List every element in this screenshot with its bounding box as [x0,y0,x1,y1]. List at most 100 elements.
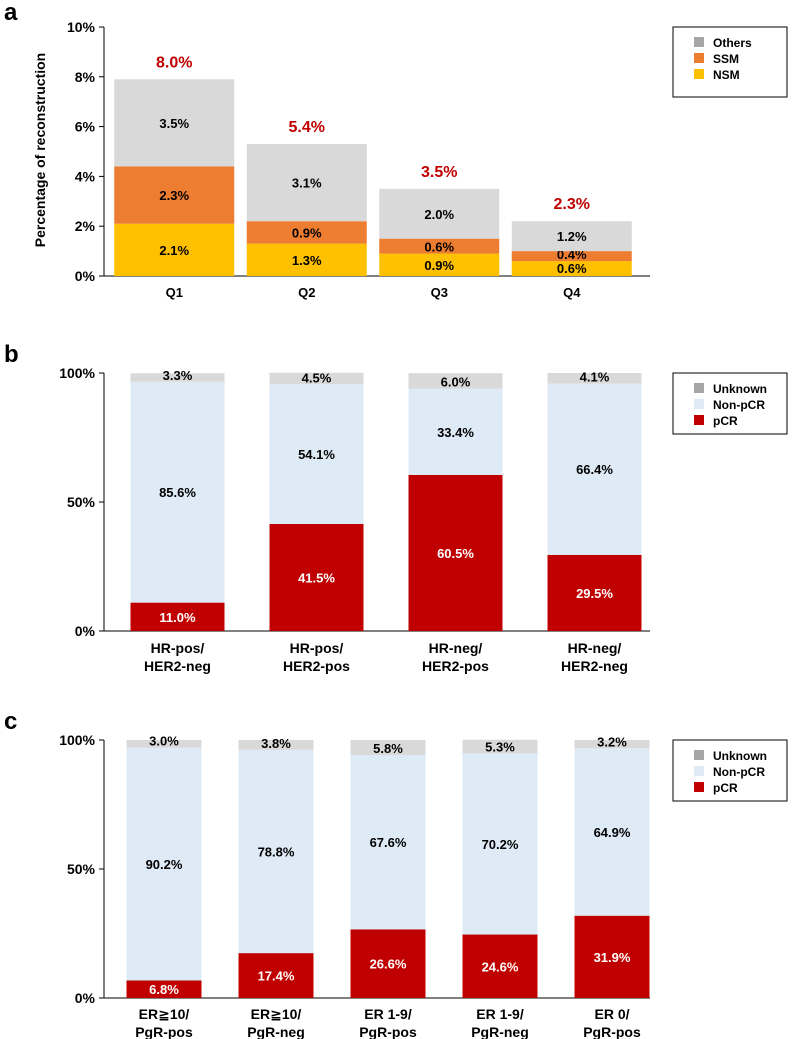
legend-swatch [694,415,704,425]
y-axis-title: Percentage of reconstruction [32,53,48,248]
bar-segment-nsm [379,253,500,276]
legend-label: NSM [713,68,740,82]
bar-segment-pcr [547,554,642,631]
y-tick-label: 8% [75,69,96,85]
data-label-unknown: 3.0% [149,734,179,749]
category-label: ER 1-9/ [476,1006,524,1022]
data-label-non-pcr: 67.6% [370,835,407,850]
legend-box [672,739,788,802]
data-label-others: 3.1% [292,176,322,191]
total-label: 5.4% [289,119,325,136]
category-label: PgR-pos [359,1024,417,1039]
y-tick-label: 4% [75,168,96,184]
bar-segment-non-pcr [408,388,503,475]
y-tick-label: 0% [75,268,96,284]
data-label-non-pcr: 33.4% [437,425,474,440]
data-label-non-pcr: 85.6% [159,485,196,500]
legend-box [672,372,788,435]
bar-segment-ssm [379,238,500,254]
y-tick-label: 2% [75,218,96,234]
bar-segment-others [114,79,235,167]
bar-segment-nsm [114,223,235,276]
legend-swatch [694,69,704,79]
bar-segment-unknown [269,372,364,385]
panel-a: a 0% 2% 4% 6% 8% 10% Percentage of reconstruct… [4,0,788,300]
bar-segment-unknown [462,739,538,754]
legend-label: Unknown [713,749,767,763]
legend-label: SSM [713,52,739,66]
data-label-unknown: 3.3% [163,368,193,383]
data-label-unknown: 3.2% [597,734,627,749]
data-label-non-pcr: 90.2% [146,857,183,872]
bar-segment-non-pcr [547,383,642,555]
data-label-pcr: 11.0% [159,610,196,625]
legend-swatch [694,750,704,760]
data-label-unknown: 6.0% [441,375,471,390]
bar-segment-unknown [130,373,225,382]
bar-segment-ssm [511,251,632,262]
panel-c: c 0% 50% 100% 6.8% 90.2% 3.0% ER≧10/PgR-pos 17.… [4,708,788,1039]
data-label-pcr: 31.9% [594,950,631,965]
y-tick-label: 100% [59,365,95,381]
bar-segment-ssm [246,221,367,244]
legend-label: pCR [713,781,738,795]
category-label: HR-pos/ [151,640,205,656]
panel-label-a: a [4,0,18,26]
bar-segment-non-pcr [462,753,538,935]
bar-segment-pcr [462,934,538,998]
category-label: Q3 [431,285,448,300]
bar-segment-others [246,144,367,222]
category-label: ER≧10/ [251,1006,302,1022]
bar-segment-nsm [511,261,632,276]
data-label-nsm: 1.3% [292,253,322,268]
bar-segment-others [511,221,632,252]
data-label-non-pcr: 64.9% [594,825,631,840]
legend: Others SSM NSM [672,26,788,98]
bar-segment-pcr [574,915,650,998]
data-label-pcr: 24.6% [482,959,519,974]
data-label-others: 3.5% [159,116,189,131]
bar-segment-unknown [574,740,650,749]
legend-label: Non-pCR [713,398,765,412]
y-tick-label: 50% [67,494,96,510]
data-label-others: 2.0% [424,207,454,222]
legend-box [672,26,788,98]
panel-label-b: b [4,341,19,368]
bar-segment-unknown [547,373,642,384]
bar-segment-pcr [350,929,426,998]
data-label-ssm: 0.6% [424,240,454,255]
bar-segment-pcr [238,953,314,998]
legend-swatch [694,399,704,409]
data-label-unknown: 5.8% [373,741,403,756]
bar-segment-non-pcr [269,384,364,524]
total-label: 3.5% [421,164,457,181]
category-label: Q2 [298,285,315,300]
data-label-nsm: 2.1% [159,243,189,258]
data-label-others: 1.2% [557,229,587,244]
data-label-pcr: 41.5% [298,570,335,585]
category-label: PgR-pos [135,1024,193,1039]
data-label-non-pcr: 70.2% [482,837,519,852]
y-tick-label: 0% [75,990,96,1006]
y-tick-label: 6% [75,119,96,135]
data-label-ssm: 0.9% [292,225,322,240]
data-label-nsm: 0.9% [424,258,454,273]
legend: Unknown Non-pCR pCR [672,372,788,435]
category-label: ER 1-9/ [364,1006,412,1022]
bar-segment-non-pcr [130,381,225,603]
bar-segment-nsm [246,243,367,276]
panel-b: b 0% 50% 100% 11.0% 85.6% 3.3% HR-pos/HER2-neg… [4,341,788,674]
legend-label: Unknown [713,382,767,396]
data-label-pcr: 6.8% [149,982,179,997]
category-label: HER2-pos [422,658,489,674]
data-label-pcr: 26.6% [370,957,407,972]
data-label-unknown: 3.8% [261,736,291,751]
data-label-nsm: 0.6% [557,261,587,276]
legend-label: Non-pCR [713,765,765,779]
category-label: Q4 [563,285,581,300]
panel-label-c: c [4,708,17,735]
data-label-pcr: 29.5% [576,586,613,601]
category-label: HR-pos/ [290,640,344,656]
y-tick-label: 10% [67,19,96,35]
legend-label: Others [713,36,752,50]
